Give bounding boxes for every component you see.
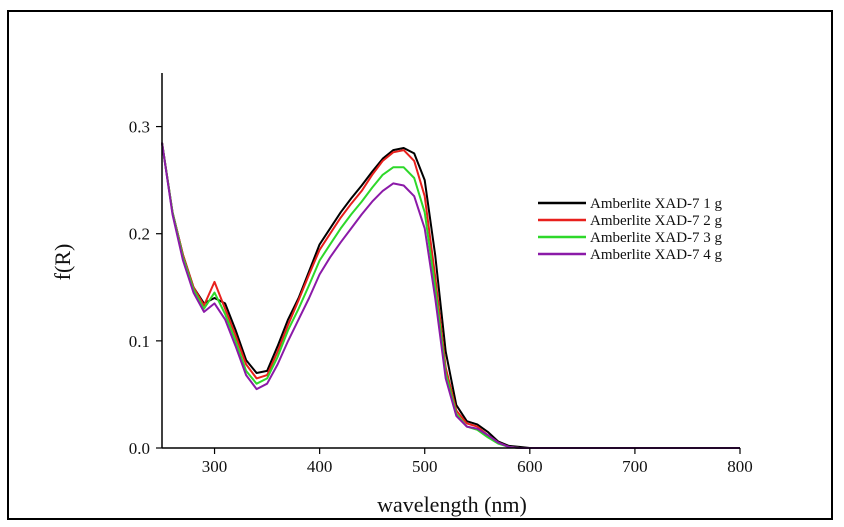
legend-label: Amberlite XAD-7 1 g bbox=[590, 196, 723, 212]
legend-label: Amberlite XAD-7 2 g bbox=[590, 213, 723, 229]
series-layer bbox=[161, 142, 740, 449]
y-tick-label: 0.0 bbox=[129, 439, 150, 458]
y-axis-label: f(R) bbox=[50, 244, 75, 281]
figure-frame bbox=[7, 10, 833, 520]
x-tick-label: 400 bbox=[307, 457, 333, 476]
x-tick-label: 700 bbox=[622, 457, 648, 476]
y-tick-label: 0.2 bbox=[129, 225, 150, 244]
axes-layer bbox=[161, 73, 740, 449]
ticks-layer: 300 400 500 600 700 800 0.0 0.1 0.2 0.3 bbox=[129, 118, 753, 476]
x-tick-label: 600 bbox=[517, 457, 543, 476]
legend-label: Amberlite XAD-7 4 g bbox=[590, 247, 723, 263]
x-tick-label: 300 bbox=[202, 457, 228, 476]
x-tick-label: 500 bbox=[412, 457, 438, 476]
y-tick-label: 0.3 bbox=[129, 118, 150, 137]
series-line-1 bbox=[161, 142, 740, 449]
x-tick-label: 800 bbox=[727, 457, 753, 476]
series-line-2 bbox=[161, 142, 740, 449]
y-tick-label: 0.1 bbox=[129, 332, 150, 351]
legend-label: Amberlite XAD-7 3 g bbox=[590, 230, 723, 246]
series-line-3 bbox=[161, 142, 740, 449]
x-axis-label: wavelength (nm) bbox=[377, 492, 527, 517]
series-line-4 bbox=[161, 142, 740, 449]
